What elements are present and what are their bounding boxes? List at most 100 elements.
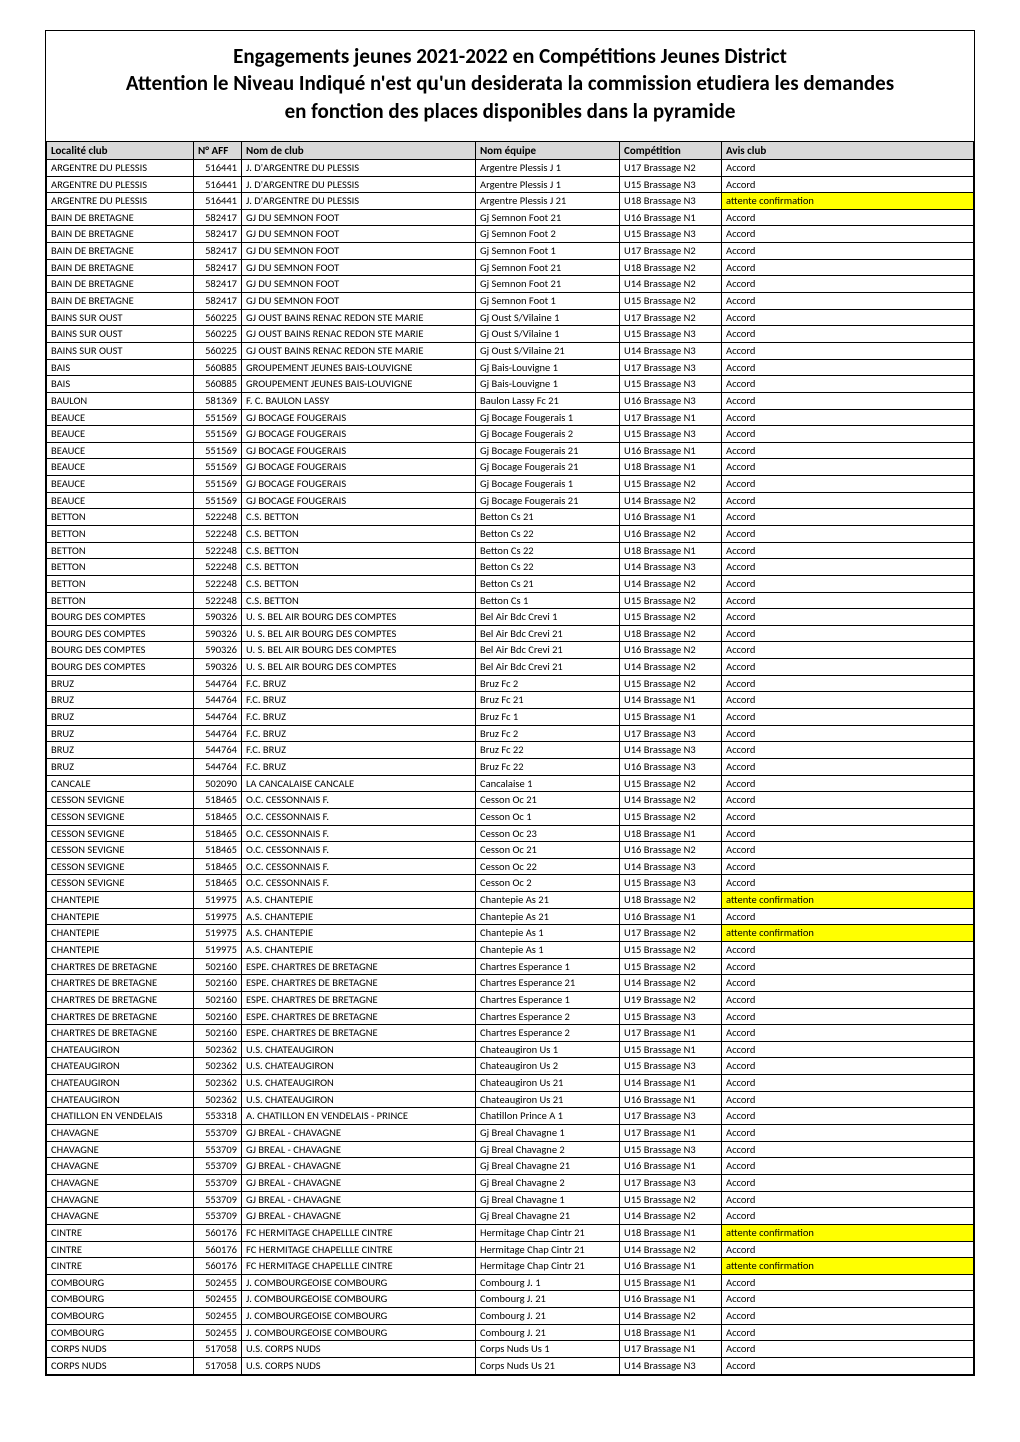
cell-aff: 544764 — [194, 725, 242, 742]
cell-localite: CHARTRES DE BRETAGNE — [47, 1008, 194, 1025]
cell-equipe: Chantepie As 21 — [476, 908, 620, 925]
table-row: CANCALE502090LA CANCALAISE CANCALECancal… — [47, 775, 974, 792]
cell-equipe: Chantepie As 1 — [476, 925, 620, 942]
cell-avis: Accord — [722, 1291, 974, 1308]
cell-equipe: Chartres Esperance 2 — [476, 1008, 620, 1025]
table-row: CESSON SEVIGNE518465O.C. CESSONNAIS F.Ce… — [47, 792, 974, 809]
cell-localite: CINTRE — [47, 1224, 194, 1241]
cell-club: O.C. CESSONNAIS F. — [242, 808, 476, 825]
cell-avis: Accord — [722, 459, 974, 476]
cell-aff: 516441 — [194, 159, 242, 176]
cell-competition: U14 Brassage N1 — [620, 692, 722, 709]
cell-club: F.C. BRUZ — [242, 725, 476, 742]
cell-aff: 582417 — [194, 243, 242, 260]
cell-aff: 518465 — [194, 825, 242, 842]
cell-competition: U16 Brassage N1 — [620, 1158, 722, 1175]
cell-competition: U16 Brassage N2 — [620, 842, 722, 859]
cell-localite: BETTON — [47, 525, 194, 542]
cell-club: O.C. CESSONNAIS F. — [242, 825, 476, 842]
cell-localite: CINTRE — [47, 1258, 194, 1275]
cell-club: F.C. BRUZ — [242, 692, 476, 709]
cell-competition: U19 Brassage N2 — [620, 991, 722, 1008]
cell-club: GJ DU SEMNON FOOT — [242, 243, 476, 260]
cell-localite: BOURG DES COMPTES — [47, 625, 194, 642]
cell-club: GJ DU SEMNON FOOT — [242, 209, 476, 226]
table-row: BAINS SUR OUST560225GJ OUST BAINS RENAC … — [47, 342, 974, 359]
cell-localite: CHAVAGNE — [47, 1141, 194, 1158]
cell-club: J. D'ARGENTRE DU PLESSIS — [242, 193, 476, 210]
cell-avis: Accord — [722, 359, 974, 376]
cell-competition: U15 Brassage N1 — [620, 1274, 722, 1291]
table-row: ARGENTRE DU PLESSIS516441J. D'ARGENTRE D… — [47, 193, 974, 210]
cell-avis: attente confirmation — [722, 892, 974, 909]
cell-equipe: Bruz Fc 22 — [476, 742, 620, 759]
cell-equipe: Gj Breal Chavagne 21 — [476, 1208, 620, 1225]
cell-avis: Accord — [722, 758, 974, 775]
cell-localite: CHATEAUGIRON — [47, 1075, 194, 1092]
cell-competition: U17 Brassage N1 — [620, 409, 722, 426]
cell-competition: U16 Brassage N1 — [620, 209, 722, 226]
cell-equipe: Combourg J. 21 — [476, 1308, 620, 1325]
cell-aff: 551569 — [194, 409, 242, 426]
cell-equipe: Bruz Fc 2 — [476, 675, 620, 692]
cell-avis: attente confirmation — [722, 1224, 974, 1241]
cell-aff: 519975 — [194, 942, 242, 959]
cell-localite: BETTON — [47, 542, 194, 559]
table-row: BAULON581369F. C. BAULON LASSYBaulon Las… — [47, 392, 974, 409]
table-row: CHAVAGNE553709GJ BREAL - CHAVAGNEGj Brea… — [47, 1191, 974, 1208]
cell-aff: 502362 — [194, 1041, 242, 1058]
cell-aff: 502362 — [194, 1091, 242, 1108]
header-row: Localité club N° AFF Nom de club Nom équ… — [47, 141, 974, 159]
cell-localite: CHATILLON EN VENDELAIS — [47, 1108, 194, 1125]
cell-equipe: Cesson Oc 2 — [476, 875, 620, 892]
table-row: BETTON522248C.S. BETTONBetton Cs 22U16 B… — [47, 525, 974, 542]
cell-equipe: Gj Semnon Foot 1 — [476, 243, 620, 260]
cell-localite: BETTON — [47, 592, 194, 609]
cell-aff: 553318 — [194, 1108, 242, 1125]
cell-equipe: Hermitage Chap Cintr 21 — [476, 1258, 620, 1275]
cell-club: GJ DU SEMNON FOOT — [242, 276, 476, 293]
cell-competition: U15 Brassage N2 — [620, 592, 722, 609]
cell-equipe: Gj Semnon Foot 21 — [476, 259, 620, 276]
cell-avis: Accord — [722, 559, 974, 576]
cell-equipe: Gj Semnon Foot 2 — [476, 226, 620, 243]
cell-avis: Accord — [722, 1108, 974, 1125]
table-row: BRUZ544764F.C. BRUZBruz Fc 2U15 Brassage… — [47, 675, 974, 692]
table-body: ARGENTRE DU PLESSIS516441J. D'ARGENTRE D… — [47, 159, 974, 1374]
cell-club: GJ BREAL - CHAVAGNE — [242, 1125, 476, 1142]
cell-equipe: Gj Semnon Foot 21 — [476, 209, 620, 226]
cell-aff: 553709 — [194, 1191, 242, 1208]
cell-localite: CHANTEPIE — [47, 942, 194, 959]
title-line-1: Engagements jeunes 2021-2022 en Compétit… — [56, 43, 964, 70]
col-nom-equipe: Nom équipe — [476, 141, 620, 159]
cell-localite: CHAVAGNE — [47, 1191, 194, 1208]
cell-aff: 544764 — [194, 742, 242, 759]
cell-aff: 560885 — [194, 376, 242, 393]
cell-equipe: Hermitage Chap Cintr 21 — [476, 1241, 620, 1258]
cell-avis: Accord — [722, 342, 974, 359]
cell-competition: U16 Brassage N1 — [620, 442, 722, 459]
title-block: Engagements jeunes 2021-2022 en Compétit… — [46, 31, 974, 141]
cell-localite: CESSON SEVIGNE — [47, 792, 194, 809]
cell-equipe: Baulon Lassy Fc 21 — [476, 392, 620, 409]
title-line-2: Attention le Niveau Indiqué n'est qu'un … — [56, 70, 964, 97]
cell-equipe: Betton Cs 1 — [476, 592, 620, 609]
cell-equipe: Chartres Esperance 2 — [476, 1025, 620, 1042]
cell-club: O.C. CESSONNAIS F. — [242, 875, 476, 892]
cell-aff: 560176 — [194, 1241, 242, 1258]
cell-localite: CHARTRES DE BRETAGNE — [47, 958, 194, 975]
cell-avis: Accord — [722, 442, 974, 459]
cell-avis: Accord — [722, 259, 974, 276]
cell-competition: U18 Brassage N1 — [620, 825, 722, 842]
col-aff: N° AFF — [194, 141, 242, 159]
cell-localite: BETTON — [47, 559, 194, 576]
cell-localite: BAIN DE BRETAGNE — [47, 226, 194, 243]
cell-aff: 502090 — [194, 775, 242, 792]
cell-avis: Accord — [722, 1041, 974, 1058]
cell-club: J. COMBOURGEOISE COMBOURG — [242, 1324, 476, 1341]
cell-equipe: Betton Cs 22 — [476, 525, 620, 542]
cell-competition: U18 Brassage N2 — [620, 625, 722, 642]
cell-aff: 502455 — [194, 1274, 242, 1291]
cell-equipe: Bruz Fc 2 — [476, 725, 620, 742]
cell-localite: COMBOURG — [47, 1308, 194, 1325]
